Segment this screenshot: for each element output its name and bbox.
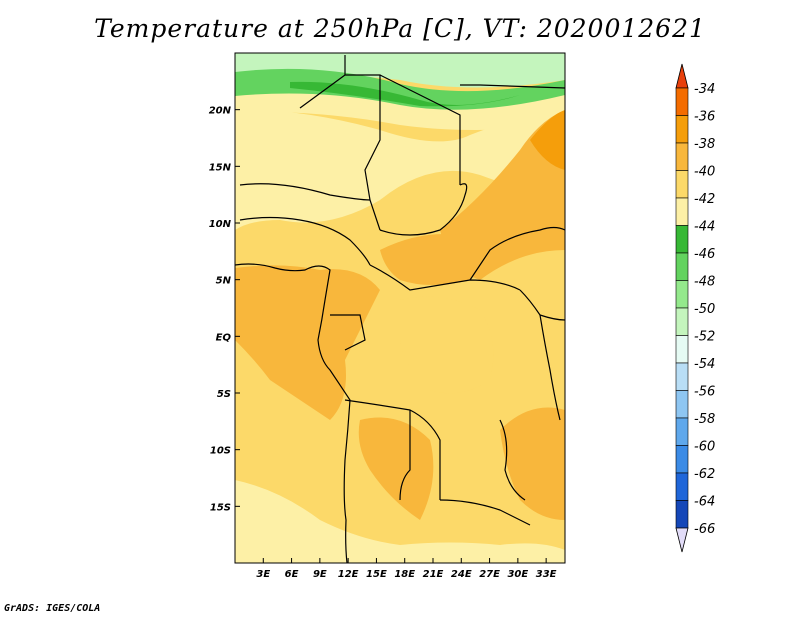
border-central-1	[239, 183, 371, 201]
x-tick-label: 3E	[256, 569, 270, 580]
colorbar-label: -50	[694, 302, 715, 317]
border-north-3	[460, 84, 565, 89]
y-axis-ticks: 20N 15N 10N 5N EQ 5S 10S 15S	[209, 106, 240, 513]
colorbar-swatch	[675, 335, 689, 364]
field-orange-south	[358, 417, 434, 520]
border-east-1	[469, 226, 565, 281]
colorbar-label: -62	[694, 467, 715, 482]
field-pale-north	[235, 109, 565, 230]
temperature-field	[235, 53, 565, 563]
x-axis-ticks: 3E 6E 9E 12E 15E 18E 21E 24E 27E 30E 33E	[256, 558, 557, 580]
field-green-dark	[290, 81, 520, 107]
border-south-2	[439, 499, 531, 526]
field-orange-central-belt	[380, 234, 474, 285]
x-tick-label: 15E	[366, 569, 387, 580]
field-cold-green-light	[235, 53, 565, 88]
colorbar-swatch	[675, 87, 689, 116]
colorbar-swatch	[675, 390, 689, 419]
colorbar-label: -38	[694, 137, 715, 152]
country-borders	[235, 55, 565, 563]
x-tick-label: 12E	[338, 569, 359, 580]
colorbar-label: -40	[694, 165, 715, 180]
colorbar-swatch	[675, 472, 689, 501]
y-tick-label: 15N	[209, 162, 232, 173]
x-tick-label: 33E	[536, 569, 557, 580]
colorbar-swatch	[675, 445, 689, 474]
coastline-west	[235, 263, 351, 563]
colorbar-label: -48	[694, 275, 715, 290]
x-tick-label: 30E	[507, 569, 528, 580]
border-central-4	[379, 183, 468, 236]
border-central-3	[369, 264, 521, 291]
field-green-band	[235, 68, 565, 110]
colorbar-label: -64	[694, 495, 715, 510]
border-south-3	[399, 410, 411, 501]
colorbar-label: -36	[694, 110, 715, 125]
border-lake-region	[499, 419, 526, 501]
colorbar-label: -60	[694, 440, 715, 455]
field-pale-band	[235, 85, 565, 130]
x-tick-label: 27E	[479, 569, 500, 580]
y-tick-label: 20N	[209, 106, 232, 117]
colorbar-label: -58	[694, 412, 715, 427]
map-frame	[234, 52, 566, 564]
colorbar-top-arrow	[675, 63, 689, 89]
field-orange-west	[235, 265, 380, 420]
border-west-coast-inner	[330, 314, 366, 351]
colorbar-swatch	[675, 307, 689, 336]
colorbar-swatch	[675, 362, 689, 391]
colorbar-label: -56	[694, 385, 715, 400]
colorbar-label: -66	[694, 522, 715, 537]
field-pale-interior	[400, 296, 494, 394]
colorbar-label: -42	[694, 192, 715, 207]
colorbar-swatch	[675, 115, 689, 144]
colorbar-swatch	[675, 225, 689, 254]
colorbar-label: -54	[694, 357, 715, 372]
border-east-2b	[539, 314, 561, 421]
field-orange-east	[440, 110, 565, 280]
y-tick-label: 15S	[210, 502, 231, 513]
x-tick-label: 24E	[451, 569, 472, 580]
colorbar-swatch	[675, 197, 689, 226]
colorbar-label: -34	[694, 82, 715, 97]
field-pale-south	[235, 480, 565, 563]
colorbar-swatch	[675, 252, 689, 281]
x-tick-label: 21E	[423, 569, 444, 580]
x-tick-label: 6E	[285, 569, 299, 580]
colorbar-label: -52	[694, 330, 715, 345]
x-tick-label: 9E	[313, 569, 327, 580]
colorbar: -34 -36 -38 -40 -42 -44 -46 -48 -50 -52 -54 -56 -58 -…	[675, 63, 715, 553]
colorbar-swatch	[675, 417, 689, 446]
y-tick-label: EQ	[216, 332, 232, 343]
border-north-2	[364, 75, 381, 231]
border-central-2	[239, 216, 371, 266]
colorbar-swatch	[675, 280, 689, 309]
colorbar-bottom-arrow	[675, 527, 689, 553]
border-south-1	[344, 399, 441, 500]
colorbar-swatch	[675, 142, 689, 171]
colorbar-swatch	[675, 170, 689, 199]
y-tick-label: 10S	[210, 446, 231, 457]
field-orange-patch	[530, 110, 565, 170]
y-tick-label: 10N	[209, 219, 232, 230]
map-title: Temperature at 250hPa [C], VT: 202001262…	[94, 14, 706, 43]
colorbar-swatch	[675, 500, 689, 529]
colorbar-label: -44	[694, 220, 715, 235]
footer-credit: GrADS: IGES/COLA	[4, 603, 101, 614]
colorbar-label: -46	[694, 247, 715, 262]
y-tick-label: 5N	[216, 276, 232, 287]
x-tick-label: 18E	[394, 569, 415, 580]
y-tick-label: 5S	[217, 389, 231, 400]
